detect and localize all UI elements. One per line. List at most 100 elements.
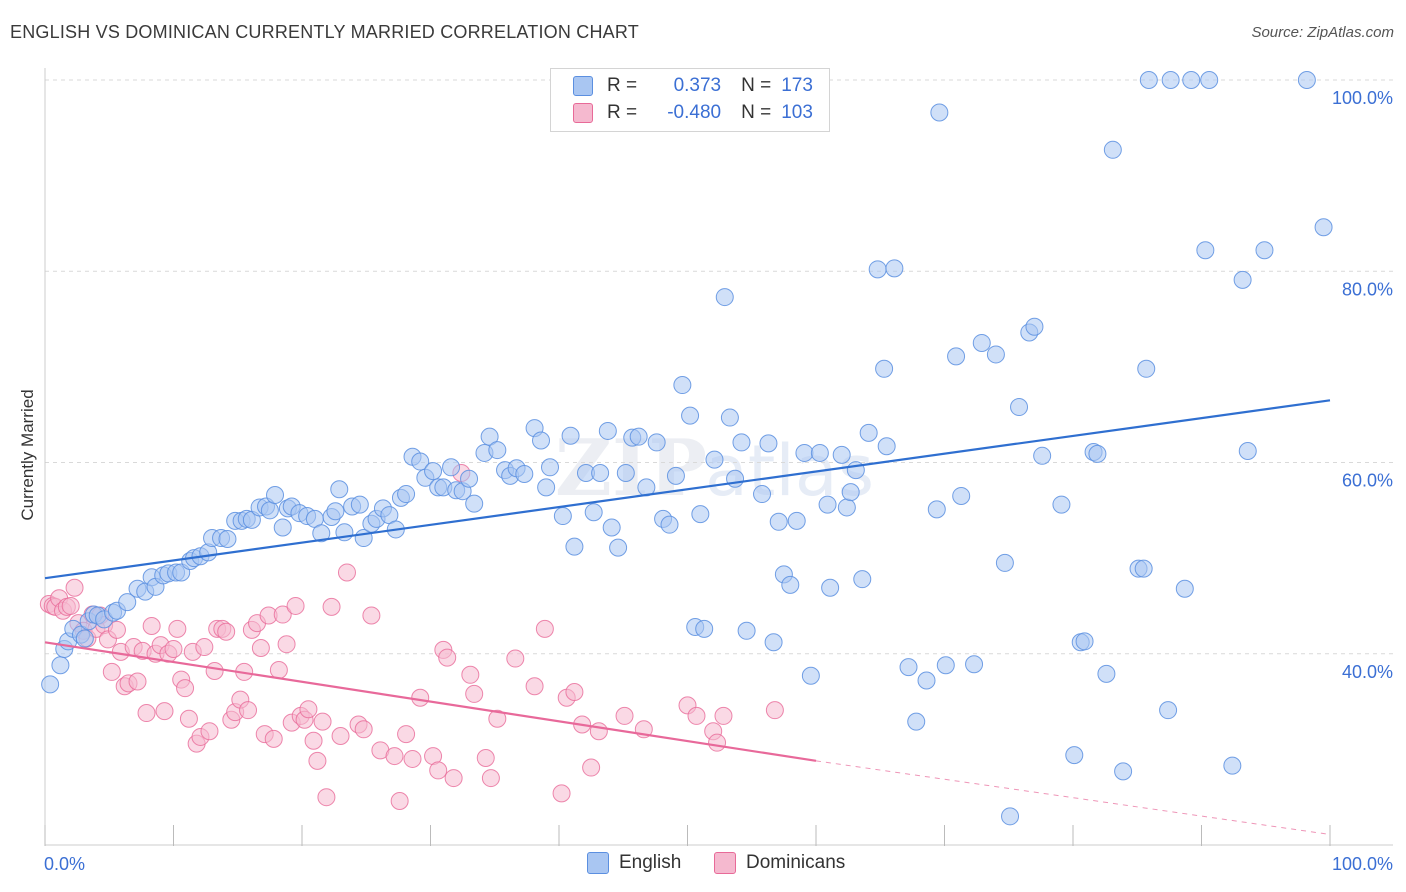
english-point-6	[75, 629, 94, 648]
english-point-49	[350, 495, 369, 514]
english-point-101	[695, 619, 714, 638]
legend-box: R = 0.373 N = 173 R = -0.480 N = 103	[550, 68, 830, 132]
dominicans-point-65	[313, 712, 332, 731]
english-point-57	[397, 485, 416, 504]
dominicans-point-85	[461, 665, 480, 684]
english-point-36	[266, 486, 285, 505]
english-point-59	[411, 452, 430, 471]
english-point-161	[1161, 71, 1180, 89]
english-point-122	[841, 483, 860, 502]
english-point-133	[927, 500, 946, 519]
english-point-97	[673, 376, 692, 395]
chart-title: ENGLISH VS DOMINICAN CURRENTLY MARRIED C…	[10, 22, 639, 42]
english-point-82	[565, 537, 584, 556]
dominicans-point-72	[362, 606, 381, 625]
legend-swatch-english	[573, 76, 593, 96]
legend-r-value-english: 0.373	[673, 75, 722, 96]
english-point-95	[660, 515, 679, 534]
y-tick-label-80: 80.0%	[1342, 279, 1393, 299]
english-point-1	[51, 656, 70, 675]
english-trend-line	[44, 399, 1331, 580]
dominicans-trend-line	[44, 641, 817, 762]
english-point-87	[602, 518, 621, 537]
english-point-85	[591, 464, 610, 483]
english-point-104	[720, 408, 739, 427]
dominicans-trend-extension	[815, 760, 1331, 835]
english-point-169	[1255, 241, 1274, 260]
legend-r-label-dominicans: R =	[607, 102, 638, 123]
dominicans-point-82	[438, 648, 457, 667]
dominicans-point-28	[155, 702, 174, 721]
dominicans-point-30	[164, 639, 183, 658]
english-point-148	[1065, 746, 1084, 765]
english-point-130	[899, 658, 918, 677]
grid-lines	[45, 79, 1393, 655]
english-point-126	[868, 260, 887, 279]
x-tick-label-min: 0.0%	[44, 854, 85, 874]
english-point-157	[1134, 559, 1153, 578]
english-point-155	[1114, 762, 1133, 781]
dominicans-point-89	[488, 709, 507, 728]
dominicans-point-106	[765, 701, 784, 720]
english-point-132	[917, 671, 936, 690]
legend-n-label-english: N =	[741, 75, 772, 96]
dominicans-point-99	[615, 706, 634, 725]
dominicans-point-104	[708, 733, 727, 752]
english-point-0	[41, 675, 60, 694]
y-tick-label-100: 100.0%	[1332, 88, 1393, 108]
dominicans-point-77	[403, 749, 422, 768]
english-point-78	[537, 478, 556, 497]
dominicans-point-87	[476, 748, 495, 767]
legend-n-value-english: 173	[781, 75, 813, 96]
dominicans-point-16	[102, 662, 121, 681]
dominicans-point-17	[107, 620, 126, 639]
english-point-129	[885, 259, 904, 278]
english-point-141	[995, 553, 1014, 572]
dominicans-point-97	[582, 758, 601, 777]
dominicans-point-95	[565, 683, 584, 701]
english-point-93	[647, 433, 666, 452]
english-point-158	[1137, 359, 1156, 378]
y-tick-label-60: 60.0%	[1342, 471, 1393, 491]
dominicans-point-40	[205, 661, 224, 680]
english-point-13	[118, 593, 137, 612]
english-point-89	[616, 464, 635, 483]
legend-swatch-dominicans	[573, 103, 593, 123]
english-point-107	[737, 621, 756, 640]
dominicans-point-75	[390, 792, 409, 811]
dominicans-point-74	[385, 747, 404, 766]
dominicans-point-25	[142, 617, 161, 636]
dominicans-point-62	[299, 700, 318, 719]
dominicans-point-67	[322, 597, 341, 616]
english-point-127	[875, 359, 894, 378]
dominicans-point-34	[179, 709, 198, 728]
bottom-legend-dominicans: Dominicans	[714, 852, 845, 874]
english-point-91	[629, 427, 648, 446]
english-point-115	[795, 443, 814, 462]
english-point-140	[986, 345, 1005, 364]
english-point-106	[732, 433, 751, 452]
english-point-147	[1052, 495, 1071, 514]
tick-labels: 40.0% 60.0% 80.0% 100.0% 0.0% 100.0%	[44, 88, 1393, 874]
english-point-154	[1103, 140, 1122, 159]
bottom-legend-label-dominicans: Dominicans	[746, 852, 846, 873]
english-point-119	[821, 578, 840, 597]
english-point-96	[666, 466, 685, 485]
english-point-117	[810, 443, 829, 462]
dominicans-point-86	[465, 684, 484, 703]
dominicans-point-22	[128, 672, 147, 691]
english-point-166	[1223, 756, 1242, 775]
english-point-113	[781, 575, 800, 594]
english-point-135	[936, 656, 955, 675]
english-point-67	[460, 469, 479, 488]
dominicans-point-39	[200, 722, 219, 741]
english-point-79	[541, 458, 560, 477]
english-point-167	[1233, 270, 1252, 289]
dominicans-point-51	[251, 639, 270, 658]
english-point-61	[424, 462, 443, 481]
axes	[44, 68, 1393, 846]
english-point-153	[1097, 664, 1116, 683]
dominicans-point-91	[525, 677, 544, 696]
x-tick-label-max: 100.0%	[1332, 854, 1393, 874]
english-point-80	[553, 507, 572, 526]
